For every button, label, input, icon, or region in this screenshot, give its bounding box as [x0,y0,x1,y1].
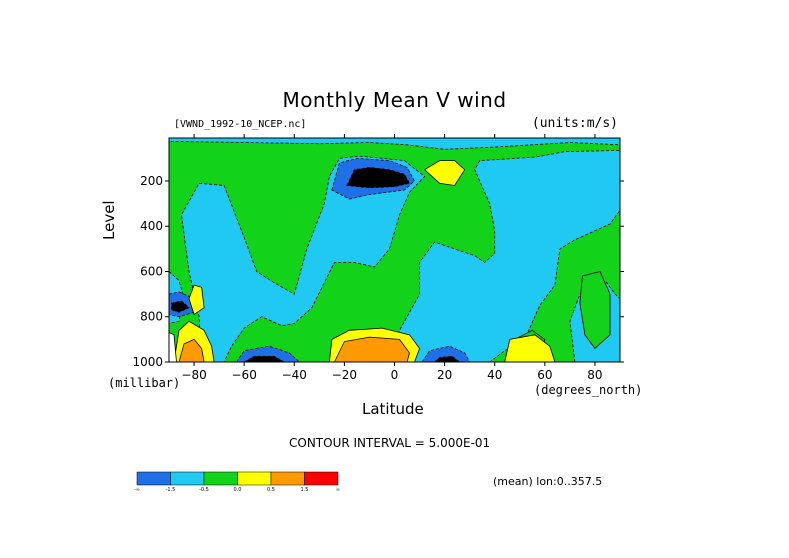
x-tick-label: 80 [587,368,602,382]
colorbar-tick-label: 0.0 [234,487,242,493]
colorbar-tick-label: -∞ [134,487,140,493]
colorbar-tick-label: 1.5 [301,487,309,493]
contour-fields [169,138,620,362]
contour-interval-label: CONTOUR INTERVAL = 5.000E-01 [289,436,491,450]
colorbar-swatch [304,471,339,486]
colorbar-swatch [237,471,272,486]
y-tick-label: 600 [140,264,163,278]
field-region-neg-max-sw [171,300,190,313]
colorbar-swatch [170,471,205,486]
colorbar-tick-label: 0.5 [267,487,275,493]
y-tick-label: 1000 [132,355,163,369]
y-tick-label: 400 [140,219,163,233]
x-tick-label: 0 [391,368,399,382]
field-region-pos-max-south [178,338,205,362]
x-axis-unit: (degrees_north) [534,383,643,397]
field-region-neg-top [169,138,620,150]
x-tick-label: 40 [487,368,502,382]
y-tick-label: 200 [140,174,163,188]
field-region-neg-max-south [243,355,286,362]
y-axis-unit: (millibar) [108,376,181,390]
x-axis-label: Latitude [362,400,424,418]
units-label: (units:m/s) [531,116,618,131]
colorbar-tick-label: -1.5 [166,487,176,493]
x-tick-label: −60 [232,368,257,382]
x-tick-label: −40 [282,368,307,382]
x-tick-label: −20 [332,368,357,382]
field-region-neg-max-upper [346,166,411,189]
field-region-neg-max-eq [434,355,461,362]
field-region-neg-west [181,155,426,362]
field-region-pos-core-upper [423,160,466,186]
field-region-white-corner [169,332,177,362]
mean-longitude-label: (mean) lon:0..357.5 [493,475,603,488]
chart-title: Monthly Mean V wind [282,88,507,112]
field-region-pos-core-east [504,334,556,362]
colorbar-tick-label: -0.5 [199,487,209,493]
x-tick-label: 20 [437,368,452,382]
colorbar-tick-label: ∞ [336,487,340,493]
field-region-pos-max-surface [333,336,410,362]
dataset-label: [VWND_1992-10_NCEP.nc] [174,119,307,130]
colorbar-swatch [203,471,238,486]
colorbar-swatch [136,471,171,486]
field-region-neg-core-eq [421,345,471,362]
x-tick-label: −80 [181,368,206,382]
y-tick-label: 800 [140,310,163,324]
field-region-pos-core-west [188,284,205,316]
colorbar-swatch [270,471,305,486]
field-region-neg-east [386,149,620,362]
field-region-pos-island-ne [579,271,611,349]
x-tick-label: 60 [537,368,552,382]
